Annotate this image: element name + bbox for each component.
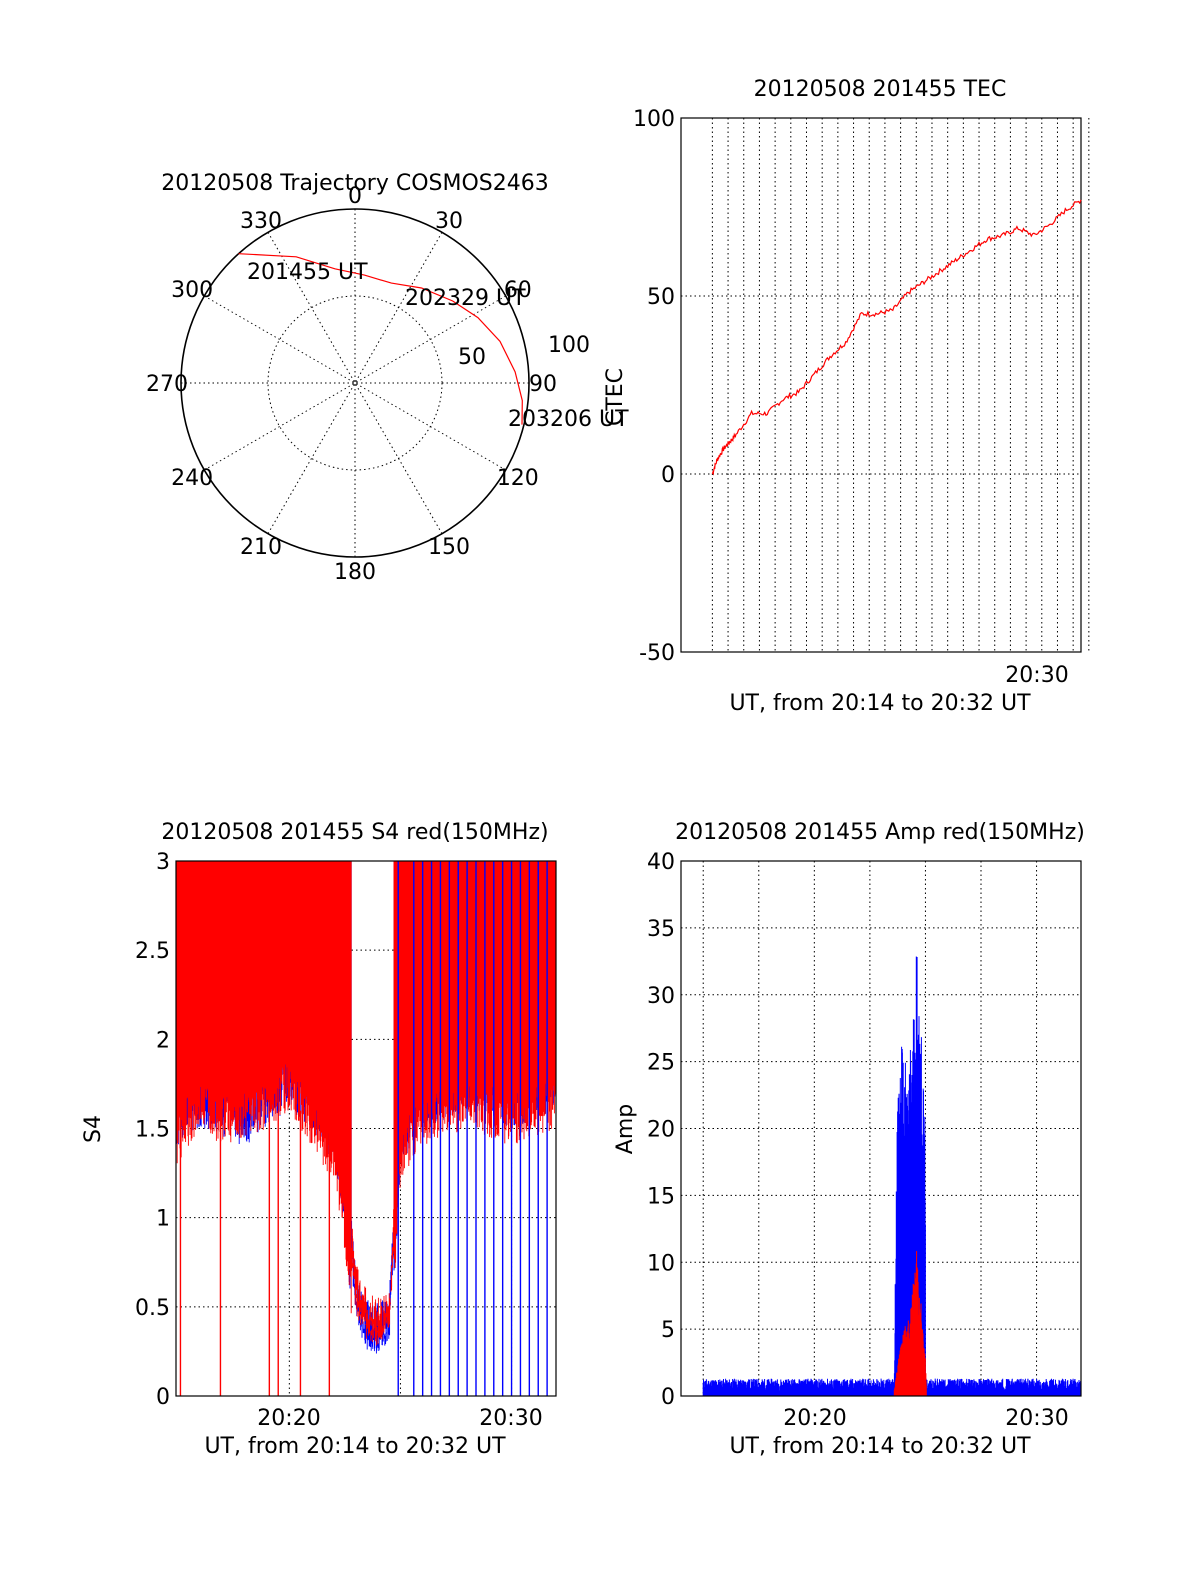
amp-ylabel: Amp [613, 1104, 638, 1154]
s4-ylabel: S4 [81, 1115, 106, 1143]
azimuth-label: 30 [435, 209, 463, 234]
azimuth-label: 240 [171, 466, 213, 491]
s4-ytick-label: 3 [156, 850, 170, 875]
tec-ytick-label: -50 [639, 641, 675, 666]
azimuth-label: 0 [348, 184, 362, 209]
azimuth-label: 270 [146, 372, 188, 397]
amp-title: 20120508 201455 Amp red(150MHz) [675, 820, 1085, 845]
s4-xlabel: UT, from 20:14 to 20:32 UT [204, 1434, 506, 1459]
time-label-mid: 202329 UT [405, 286, 526, 311]
azimuth-label: 330 [240, 209, 282, 234]
amp-xlabel: UT, from 20:14 to 20:32 UT [729, 1434, 1031, 1459]
tec-ylabel: CTEC [603, 368, 628, 426]
amp-ytick-label: 5 [661, 1318, 675, 1343]
s4-series [175, 861, 557, 1396]
amp-ytick-label: 0 [661, 1385, 675, 1410]
azimuth-label: 90 [529, 372, 557, 397]
amp-series-red [893, 1251, 927, 1396]
azimuth-label: 120 [497, 466, 539, 491]
polar-track-line [238, 253, 523, 425]
azimuth-label: 210 [240, 535, 282, 560]
amp-ytick-label: 25 [647, 1051, 675, 1076]
tec-grid [681, 118, 1090, 652]
tec-y-ticks: -50 0 50 100 [633, 107, 675, 666]
amp-y-ticks: 0 5 10 15 20 25 30 35 40 [647, 850, 675, 1410]
azimuth-label: 60 [504, 278, 532, 303]
s4-xtick-2030: 20:30 [479, 1406, 542, 1431]
amp-series [702, 956, 1082, 1396]
amp-series-blue [702, 956, 1082, 1396]
tec-title: 20120508 201455 TEC [754, 77, 1007, 102]
tec-xtick-2030: 20:30 [1005, 663, 1068, 688]
amp-ytick-label: 30 [647, 984, 675, 1009]
time-label-end: 203206 UT [508, 407, 629, 432]
s4-ytick-label: 2.5 [135, 939, 170, 964]
polar-grid [180, 208, 530, 558]
s4-xtick-2020: 20:20 [257, 1406, 320, 1431]
tec-chart: 20120508 201455 TEC -50 0 50 100 20:30 UT, … [603, 77, 1090, 716]
amp-grid [681, 861, 1081, 1396]
s4-ytick-label: 1.5 [135, 1118, 170, 1143]
s4-ytick-label: 2 [156, 1028, 170, 1053]
tec-ytick-label: 0 [661, 463, 675, 488]
s4-y-ticks: 0 0.5 1 1.5 2 2.5 3 [135, 850, 170, 1410]
tec-series-line [711, 199, 1082, 476]
tec-frame [680, 117, 1082, 653]
amp-ytick-label: 10 [647, 1251, 675, 1276]
amp-xtick-2030: 20:30 [1005, 1406, 1068, 1431]
azimuth-label: 180 [334, 560, 376, 585]
polar-radial-label-50: 50 [458, 345, 486, 370]
s4-title: 20120508 201455 S4 red(150MHz) [161, 820, 548, 845]
azimuth-label: 300 [171, 278, 213, 303]
polar-trajectory-chart: 20120508 Trajectory COSMOS2463 0 30 60 90 12… [146, 171, 629, 585]
s4-ytick-label: 0 [156, 1385, 170, 1410]
amp-ytick-label: 40 [647, 850, 675, 875]
amp-chart: 20120508 201455 Amp red(150MHz) 0 5 10 15 20… [613, 820, 1085, 1459]
azimuth-label: 150 [428, 535, 470, 560]
amp-ytick-label: 20 [647, 1118, 675, 1143]
amp-ytick-label: 35 [647, 917, 675, 942]
s4-ytick-label: 1 [156, 1207, 170, 1232]
s4-series-red [175, 861, 557, 1346]
tec-xlabel: UT, from 20:14 to 20:32 UT [729, 691, 1031, 716]
tec-ytick-label: 50 [647, 285, 675, 310]
tec-ytick-label: 100 [633, 107, 675, 132]
amp-xtick-2020: 20:20 [783, 1406, 846, 1431]
s4-frame [175, 860, 557, 1397]
amp-ytick-label: 15 [647, 1184, 675, 1209]
polar-azimuth-labels: 0 30 60 90 120 150 180 210 240 270 300 330 [146, 184, 557, 585]
s4-ytick-label: 0.5 [135, 1296, 170, 1321]
amp-frame [680, 860, 1082, 1397]
s4-chart: 20120508 201455 S4 red(150MHz) 0 0.5 1 1.5 2… [81, 820, 557, 1459]
time-label-start: 201455 UT [247, 260, 368, 285]
polar-title: 20120508 Trajectory COSMOS2463 [161, 171, 548, 196]
polar-radial-label-100: 100 [548, 333, 590, 358]
